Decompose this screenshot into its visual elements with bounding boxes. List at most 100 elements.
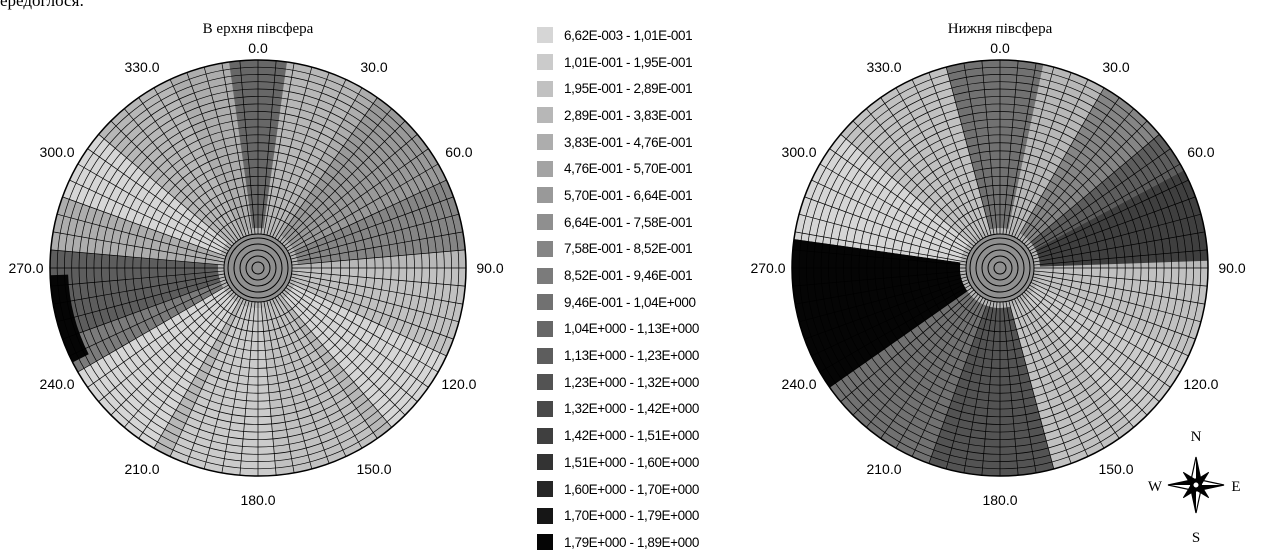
density-sector [794, 134, 970, 263]
legend: 6,62E-003 - 1,01E-001 1,01E-001 - 1,95E-0… [537, 22, 767, 556]
legend-label: 1,32E+000 - 1,42E+000 [564, 401, 699, 417]
angle-tick-label: 240.0 [782, 376, 817, 392]
legend-swatch [537, 54, 553, 71]
legend-swatch [537, 427, 553, 444]
legend-label: 7,58E-001 - 8,52E-001 [564, 241, 693, 257]
legend-item: 8,52E-001 - 9,46E-001 [537, 262, 767, 289]
angle-tick-label: 300.0 [782, 144, 817, 160]
legend-swatch [537, 27, 553, 44]
plot-outline [49, 59, 467, 477]
angle-tick-label: 30.0 [1102, 59, 1129, 75]
angle-tick-label: 240.0 [40, 376, 75, 392]
compass-n-label: N [1191, 429, 1202, 445]
legend-item: 1,70E+000 - 1,79E+000 [537, 502, 767, 529]
legend-label: 1,60E+000 - 1,70E+000 [564, 481, 699, 497]
legend-label: 1,70E+000 - 1,79E+000 [564, 508, 699, 524]
legend-item: 6,64E-001 - 7,58E-001 [537, 209, 767, 236]
lower-hemisphere-plot: Нижня півсфера 0.0 30.0 60.0 90.0 120.0 150.0 1… [750, 21, 1245, 508]
legend-label: 4,76E-001 - 5,70E-001 [564, 161, 693, 177]
density-sector [170, 304, 277, 476]
legend-label: 8,52E-001 - 9,46E-001 [564, 268, 693, 284]
legend-swatch [537, 294, 553, 311]
legend-label: 1,13E+000 - 1,23E+000 [564, 348, 699, 364]
upper-hemisphere-plot: В ерхня півсфера 0.0 30.0 60.0 90.0 120.0 150.… [8, 21, 503, 508]
compass-rose-icon: N S E W [1148, 429, 1241, 546]
angle-tick-label: 120.0 [1183, 376, 1218, 392]
legend-label: 2,89E-001 - 3,83E-001 [564, 107, 693, 123]
density-sector [1020, 87, 1160, 243]
legend-label: 1,23E+000 - 1,32E+000 [564, 374, 699, 390]
legend-label: 6,64E-001 - 7,58E-001 [564, 214, 693, 230]
angle-tick-label: 0.0 [990, 40, 1010, 56]
compass-s-label: S [1192, 530, 1200, 546]
angle-tick-label: 60.0 [1187, 144, 1214, 160]
legend-swatch [537, 134, 553, 151]
legend-label: 9,46E-001 - 1,04E+000 [564, 294, 696, 310]
angle-tick-label: 210.0 [124, 461, 159, 477]
legend-item: 1,51E+000 - 1,60E+000 [537, 449, 767, 476]
legend-item: 1,13E+000 - 1,23E+000 [537, 342, 767, 369]
legend-swatch [537, 507, 553, 524]
legend-swatch [537, 347, 553, 364]
legend-item: 1,95E-001 - 2,89E-001 [537, 75, 767, 102]
legend-item: 1,42E+000 - 1,51E+000 [537, 422, 767, 449]
legend-label: 1,95E-001 - 2,89E-001 [564, 81, 693, 97]
legend-label: 1,42E+000 - 1,51E+000 [564, 428, 699, 444]
legend-item: 9,46E-001 - 1,04E+000 [537, 289, 767, 316]
density-sector [1013, 72, 1104, 234]
angle-tick-label: 180.0 [240, 492, 275, 508]
density-sector [62, 134, 228, 255]
header-fragment: ередоглося: [0, 0, 85, 10]
legend-swatch [537, 481, 553, 498]
angle-tick-label: 30.0 [360, 59, 387, 75]
legend-label: 1,01E-001 - 1,95E-001 [564, 54, 693, 70]
angle-tick-label: 270.0 [8, 260, 43, 276]
legend-swatch [537, 107, 553, 124]
polar-grid [49, 59, 467, 477]
legend-swatch [537, 80, 553, 97]
legend-label: 1,51E+000 - 1,60E+000 [564, 454, 699, 470]
plot-title: Нижня півсфера [948, 21, 1053, 37]
legend-swatch [537, 267, 553, 284]
angle-tick-label: 90.0 [476, 260, 503, 276]
legend-swatch [537, 160, 553, 177]
legend-label: 1,04E+000 - 1,13E+000 [564, 321, 699, 337]
legend-swatch [537, 240, 553, 257]
legend-item: 2,89E-001 - 3,83E-001 [537, 102, 767, 129]
density-sector [1030, 134, 1184, 250]
legend-swatch [537, 534, 553, 551]
legend-item: 1,79E+000 - 1,89E+000 [537, 529, 767, 556]
legend-item: 6,62E-003 - 1,01E-001 [537, 22, 767, 49]
angle-tick-label: 60.0 [445, 144, 472, 160]
legend-label: 5,70E-001 - 6,64E-001 [564, 187, 693, 203]
angle-tick-label: 270.0 [750, 260, 785, 276]
angle-tick-label: 150.0 [1098, 461, 1133, 477]
legend-item: 3,83E-001 - 4,76E-001 [537, 129, 767, 156]
plot-outline [791, 59, 1209, 477]
legend-item: 1,04E+000 - 1,13E+000 [537, 316, 767, 343]
compass-w-label: W [1148, 479, 1163, 495]
legend-label: 3,83E-001 - 4,76E-001 [564, 134, 693, 150]
legend-swatch [537, 320, 553, 337]
legend-swatch [537, 374, 553, 391]
density-sector [50, 249, 221, 340]
angle-tick-label: 330.0 [124, 59, 159, 75]
density-sector [1010, 298, 1134, 469]
legend-swatch [537, 214, 553, 231]
legend-label: 6,62E-003 - 1,01E-001 [564, 27, 693, 43]
legend-item: 1,32E+000 - 1,42E+000 [537, 396, 767, 423]
legend-item: 5,70E-001 - 6,64E-001 [537, 182, 767, 209]
density-sector [1036, 268, 1208, 356]
angle-tick-label: 120.0 [441, 376, 476, 392]
polar-grid [791, 59, 1209, 477]
legend-swatch [537, 400, 553, 417]
compass-e-label: E [1231, 479, 1240, 495]
legend-item: 4,76E-001 - 5,70E-001 [537, 155, 767, 182]
density-sector [294, 268, 466, 356]
angle-tick-label: 330.0 [866, 59, 901, 75]
angle-tick-label: 300.0 [40, 144, 75, 160]
legend-item: 1,01E-001 - 1,95E-001 [537, 49, 767, 76]
angle-tick-label: 90.0 [1218, 260, 1245, 276]
